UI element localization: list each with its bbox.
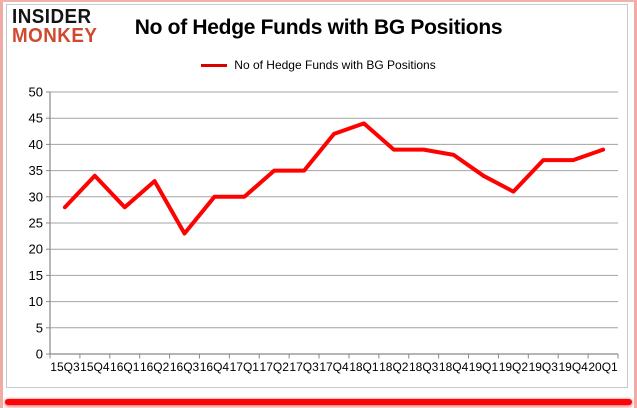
x-axis-label: 19Q4	[558, 360, 588, 374]
data-series-line	[62, 121, 606, 236]
x-axis-label: 16Q1	[110, 360, 140, 374]
x-axis-label: 15Q3	[50, 360, 80, 374]
x-axis-label: 19Q1	[469, 360, 499, 374]
x-axis-label: 18Q4	[439, 360, 469, 374]
x-axis-label: 18Q3	[409, 360, 439, 374]
x-axis-label: 16Q3	[170, 360, 200, 374]
legend-label: No of Hedge Funds with BG Positions	[234, 58, 436, 72]
y-axis-label: 50	[29, 85, 43, 100]
x-axis-label: 17Q4	[319, 360, 349, 374]
y-axis-label: 25	[29, 216, 43, 231]
x-axis-label: 18Q2	[379, 360, 409, 374]
x-axis-label: 18Q1	[349, 360, 379, 374]
y-axis-label: 10	[29, 294, 43, 309]
chart-title: No of Hedge Funds with BG Positions	[134, 16, 503, 39]
insider-monkey-logo: INSIDER MONKEY	[12, 6, 103, 47]
chart-frame	[6, 4, 628, 388]
bottom-red-bar	[5, 399, 632, 405]
line-chart: 0 5 10 15 20 25 30 35 40 45 50 15Q3 15Q4 16Q1 16Q2 16Q3…	[29, 85, 619, 374]
x-axis-label: 19Q2	[499, 360, 529, 374]
y-axis-label: 45	[29, 111, 43, 126]
y-axis-label: 15	[29, 268, 43, 283]
y-axis-label: 35	[29, 163, 43, 178]
x-axis-label: 19Q3	[529, 360, 559, 374]
x-axis-label: 17Q2	[260, 360, 290, 374]
y-axis-label: 20	[29, 242, 43, 257]
logo-monkey-text: MONKEY	[12, 25, 98, 47]
y-axis-label: 40	[29, 137, 43, 152]
x-axis-label: 15Q4	[80, 360, 110, 374]
x-axis-label: 17Q3	[289, 360, 319, 374]
x-axis-label: 16Q2	[140, 360, 170, 374]
x-axis-label: 16Q4	[200, 360, 230, 374]
y-axis-label: 30	[29, 189, 43, 204]
legend-line-swatch	[201, 63, 228, 67]
x-axis-label: 17Q1	[230, 360, 260, 374]
y-axis-label: 5	[36, 320, 43, 335]
y-axis-label: 0	[36, 347, 43, 362]
logo-insider-text: INSIDER	[12, 6, 92, 28]
x-axis-label: 20Q1	[588, 360, 618, 374]
legend: No of Hedge Funds with BG Positions	[3, 57, 634, 73]
